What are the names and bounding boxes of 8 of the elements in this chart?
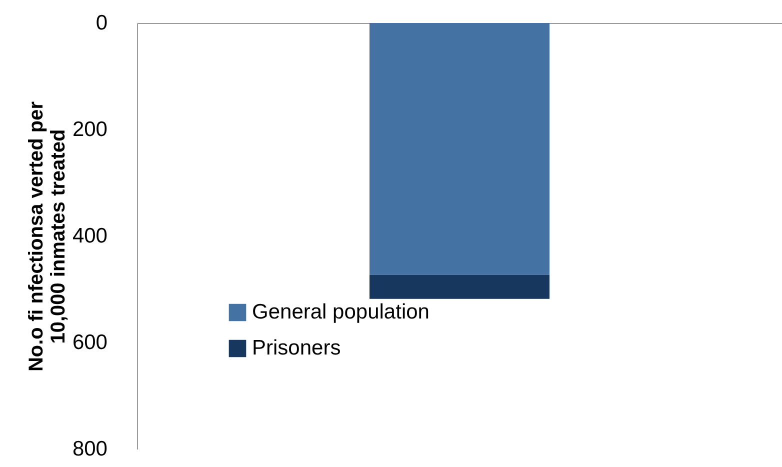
legend-label: General population bbox=[252, 300, 430, 324]
y-tick-label: 600 bbox=[72, 331, 108, 354]
y-tick-label: 400 bbox=[72, 224, 108, 248]
y-tick-label: 800 bbox=[72, 438, 108, 460]
legend-label: Prisoners bbox=[252, 336, 341, 360]
y-axis-title: No.o fi nfectionsa verted per 10,000 inmates treated bbox=[25, 101, 70, 372]
y-tick-label: 0 bbox=[96, 12, 108, 34]
y-tick-label: 200 bbox=[72, 118, 108, 141]
